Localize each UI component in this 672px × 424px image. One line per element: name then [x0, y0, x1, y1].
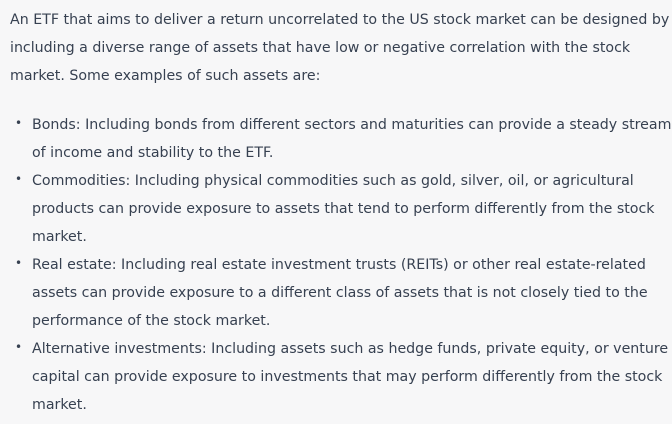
intro-line: including a diverse range of assets that… [10, 40, 631, 56]
item-line: products can provide exposure to assets … [32, 201, 655, 217]
bullet-icon: • [15, 340, 23, 354]
item-line: market. [32, 229, 87, 245]
item-line: Commodities: Including physical commodit… [32, 173, 634, 189]
bullet-icon: • [15, 116, 23, 130]
item-line: performance of the stock market. [32, 313, 271, 329]
intro-paragraph: An ETF that aims to deliver a return unc… [10, 6, 670, 90]
asset-list: • Bonds: Including bonds from different … [10, 111, 672, 419]
bullet-icon: • [15, 172, 23, 186]
intro-line: An ETF that aims to deliver a return unc… [10, 12, 670, 28]
item-line: of income and stability to the ETF. [32, 145, 274, 161]
item-line: market. [32, 397, 87, 413]
list-item-commodities: • Commodities: Including physical commod… [10, 167, 670, 251]
item-line: assets can provide exposure to a differe… [32, 285, 648, 301]
bullet-icon: • [15, 256, 23, 270]
item-line: capital can provide exposure to investme… [32, 369, 663, 385]
chat-response: An ETF that aims to deliver a return unc… [10, 6, 672, 419]
list-item-alternative-investments: • Alternative investments: Including ass… [10, 335, 670, 419]
list-item-real-estate: • Real estate: Including real estate inv… [10, 251, 670, 335]
list-item-bonds: • Bonds: Including bonds from different … [10, 111, 672, 167]
item-line: Bonds: Including bonds from different se… [32, 117, 672, 133]
item-line: Real estate: Including real estate inves… [32, 257, 646, 273]
intro-line: market. Some examples of such assets are… [10, 68, 321, 84]
item-line: Alternative investments: Including asset… [32, 341, 669, 357]
